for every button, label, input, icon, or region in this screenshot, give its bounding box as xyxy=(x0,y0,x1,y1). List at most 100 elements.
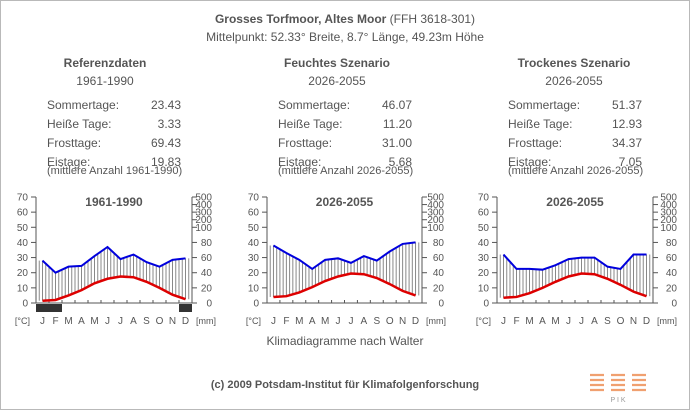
site-name: Grosses Torfmoor, Altes Moor xyxy=(214,12,387,26)
month-label: J xyxy=(501,316,506,327)
y-right-tick-label: 400 xyxy=(427,200,444,211)
ice-days-label: Eistage: xyxy=(278,155,322,169)
y-left-tick-label: 50 xyxy=(478,223,490,234)
frost-days-label: Frosttage: xyxy=(47,136,102,150)
precip-line xyxy=(272,241,416,271)
month-label: S xyxy=(604,316,611,327)
stats-note: (mittlere Anzahl 2026-2055) xyxy=(278,165,414,177)
month-label: A xyxy=(78,316,85,327)
y-right-tick-label: 20 xyxy=(433,283,445,294)
month-label: M xyxy=(525,316,533,327)
y-left-tick-label: 0 xyxy=(483,299,489,310)
y-right-tick-label: 20 xyxy=(666,283,678,294)
y-right-tick-label: 300 xyxy=(427,208,444,219)
y-left-tick-label: 70 xyxy=(248,193,260,204)
y-left-tick-label: 0 xyxy=(22,299,28,310)
y-right-tick-label: 60 xyxy=(433,253,445,264)
column-reference: Referenzdaten 1961-1990 Sommertage: 23.43… xyxy=(5,56,205,177)
y-right-tick-label: 200 xyxy=(195,215,212,226)
y-left-tick-label: 70 xyxy=(478,193,490,204)
y-right-tick-label: 400 xyxy=(660,200,677,211)
month-label: A xyxy=(539,316,546,327)
y-left-tick-label: 30 xyxy=(478,253,490,264)
month-label: M xyxy=(295,316,303,327)
y-left-tick-label: 0 xyxy=(253,299,259,310)
y-right-tick-label: 0 xyxy=(671,299,677,310)
month-label: M xyxy=(551,316,559,327)
stats-note: (mittlere Anzahl 1961-1990) xyxy=(47,165,183,177)
ice-days-value: 7.05 xyxy=(618,155,642,169)
hot-days-label: Heiße Tage: xyxy=(508,117,573,131)
month-label: O xyxy=(156,316,164,327)
y-right-tick-label: 100 xyxy=(660,223,677,234)
y-left-tick-label: 60 xyxy=(248,208,260,219)
stats-table: Sommertage: 46.07 Heiße Tage: 11.20 Frostt… xyxy=(278,98,412,174)
y-left-tick-label: 50 xyxy=(248,223,260,234)
hot-days-value: 11.20 xyxy=(382,117,412,131)
month-label: D xyxy=(182,316,189,327)
y-right-tick-label: 500 xyxy=(195,193,212,204)
summer-days-label: Sommertage: xyxy=(278,98,351,112)
y-right-tick-label: 500 xyxy=(660,193,677,204)
month-label: J xyxy=(271,316,276,327)
y-right-tick-label: 500 xyxy=(427,193,444,204)
pik-logo: P I K xyxy=(590,373,646,404)
hot-days-value: 3.33 xyxy=(157,117,181,131)
month-label: A xyxy=(309,316,316,327)
column-dry: Trockenes Szenario 2026-2055 Sommertage:… xyxy=(474,56,674,177)
y-left-tick-label: 30 xyxy=(17,253,29,264)
y-left-tick-label: 20 xyxy=(478,268,490,279)
month-label: A xyxy=(591,316,598,327)
month-label: O xyxy=(386,316,394,327)
temp-line xyxy=(503,272,647,299)
frost-days-label: Frosttage: xyxy=(508,136,563,150)
copyright: (c) 2009 Potsdam-Institut für Klimafolge… xyxy=(210,379,480,391)
column-wet: Feuchtes Szenario 2026-2055 Sommertage: 4… xyxy=(237,56,437,177)
precip-line xyxy=(41,245,186,274)
unit-left: [°C] xyxy=(15,316,30,326)
summer-days-value: 51.37 xyxy=(611,98,642,112)
unit-right: [mm] xyxy=(657,316,677,326)
chart-title: 1961-1990 xyxy=(85,195,143,209)
summer-days-value: 23.43 xyxy=(150,98,181,112)
ice-days-value: 5.68 xyxy=(388,155,412,169)
y-right-tick-label: 300 xyxy=(660,208,677,219)
month-label: S xyxy=(373,316,380,327)
precip-line xyxy=(502,253,647,271)
month-label: J xyxy=(579,316,584,327)
y-right-tick-label: 0 xyxy=(206,299,212,310)
month-label: A xyxy=(130,316,137,327)
column-title: Feuchtes Szenario xyxy=(283,56,391,70)
y-right-tick-label: 80 xyxy=(433,238,445,249)
y-right-tick-label: 40 xyxy=(201,268,213,279)
month-label: F xyxy=(283,316,289,327)
month-label: D xyxy=(412,316,419,327)
y-left-tick-label: 30 xyxy=(248,253,260,264)
y-right-tick-label: 100 xyxy=(427,223,444,234)
site-code: (FFH 3618-301) xyxy=(389,12,476,26)
y-right-tick-label: 100 xyxy=(195,223,212,234)
frost-days-value: 69.43 xyxy=(150,136,181,150)
y-left-tick-label: 40 xyxy=(17,238,29,249)
month-label: M xyxy=(90,316,98,327)
month-label: J xyxy=(348,316,353,327)
month-label: A xyxy=(361,316,368,327)
summer-days-value: 46.07 xyxy=(381,98,412,112)
summer-days-label: Sommertage: xyxy=(508,98,581,112)
unit-right: [mm] xyxy=(196,316,216,326)
temp-line xyxy=(42,275,186,302)
ice-days-label: Eistage: xyxy=(47,155,91,169)
frost-month-bar xyxy=(49,304,62,312)
month-label: N xyxy=(630,316,637,327)
month-label: J xyxy=(566,316,571,327)
chart-caption: Klimadiagramme nach Walter xyxy=(266,334,424,348)
chart-title: 2026-2055 xyxy=(546,195,604,209)
y-left-tick-label: 60 xyxy=(478,208,490,219)
y-left-tick-label: 70 xyxy=(17,193,29,204)
header-title: Grosses Torfmoor, Altes Moor (FFH 3618-3… xyxy=(0,12,690,26)
y-left-tick-label: 40 xyxy=(248,238,260,249)
column-period: 2026-2055 xyxy=(545,74,603,88)
y-left-tick-label: 40 xyxy=(478,238,490,249)
